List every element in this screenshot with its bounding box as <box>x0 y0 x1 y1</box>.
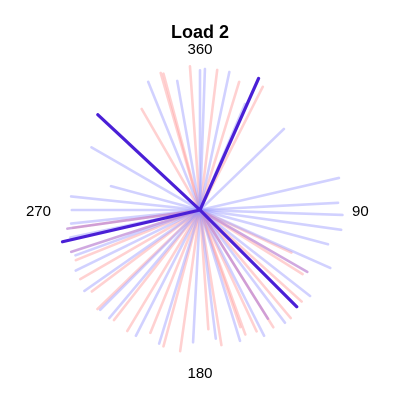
ray-series-0-27 <box>198 208 210 331</box>
ray-series-1-11 <box>83 208 202 293</box>
ray-series-3-1 <box>198 208 299 309</box>
ray-series-1-18 <box>198 208 242 343</box>
ray-series-1-6 <box>69 195 202 212</box>
ray-series-0-4 <box>198 80 241 212</box>
ray-series-2-3 <box>198 208 270 320</box>
ray-series-0-0 <box>162 72 202 212</box>
ray-series-1-22 <box>198 208 332 270</box>
ray-series-1-21 <box>198 208 312 298</box>
ray-series-1-2 <box>146 80 202 212</box>
ray-series-1-17 <box>198 208 218 340</box>
ray-series-1-13 <box>107 208 202 320</box>
ray-series-1-15 <box>157 208 202 345</box>
ray-series-1-20 <box>198 208 287 325</box>
ray-series-1-5 <box>90 146 202 212</box>
direction-label-west: 270 <box>26 203 51 220</box>
ray-series-1-27 <box>198 176 341 212</box>
ray-series-1-19 <box>198 208 266 338</box>
ray-series-2-0 <box>198 208 309 274</box>
rays-layer <box>60 65 344 353</box>
ray-series-1-30 <box>109 184 202 212</box>
ray-series-3-0 <box>198 76 261 212</box>
chart-title: Load 2 <box>171 22 229 42</box>
ray-series-0-2 <box>188 65 202 212</box>
ray-series-0-19 <box>96 208 202 311</box>
ray-series-0-13 <box>198 208 223 347</box>
ray-series-1-31 <box>74 208 202 272</box>
ray-series-1-14 <box>134 208 202 338</box>
direction-label-north: 360 <box>187 41 212 58</box>
ray-series-0-1 <box>159 71 202 212</box>
ray-series-0-26 <box>198 208 247 336</box>
ray-series-0-12 <box>198 208 242 329</box>
ray-series-2-1 <box>69 208 202 254</box>
ray-series-0-6 <box>140 107 202 212</box>
ray-series-0-9 <box>198 208 293 320</box>
ray-series-1-0 <box>198 67 207 212</box>
direction-label-south: 180 <box>187 365 212 382</box>
ray-series-3-2 <box>60 208 202 244</box>
ray-series-1-12 <box>98 208 202 312</box>
ray-series-0-16 <box>149 208 202 335</box>
ray-series-0-17 <box>126 208 202 333</box>
ray-series-0-14 <box>178 208 202 353</box>
ray-series-1-23 <box>198 208 330 246</box>
ray-series-0-25 <box>198 208 293 254</box>
ray-series-1-25 <box>198 208 344 217</box>
ray-series-2-2 <box>66 208 202 230</box>
ray-series-0-3 <box>198 68 219 212</box>
ray-series-0-22 <box>74 208 202 262</box>
ray-series-1-24 <box>198 208 343 232</box>
ray-series-0-18 <box>112 208 202 322</box>
ray-series-1-29 <box>198 70 231 212</box>
ray-series-1-26 <box>198 201 340 212</box>
ray-series-1-16 <box>191 208 202 344</box>
ray-series-0-21 <box>78 208 202 281</box>
ray-series-1-4 <box>198 127 286 212</box>
ray-series-1-28 <box>175 79 202 212</box>
ray-series-3-3 <box>96 113 202 212</box>
ray-series-0-11 <box>198 208 258 333</box>
ray-series-0-15 <box>162 208 202 348</box>
ray-series-0-20 <box>90 208 202 293</box>
direction-label-east: 90 <box>352 203 369 220</box>
